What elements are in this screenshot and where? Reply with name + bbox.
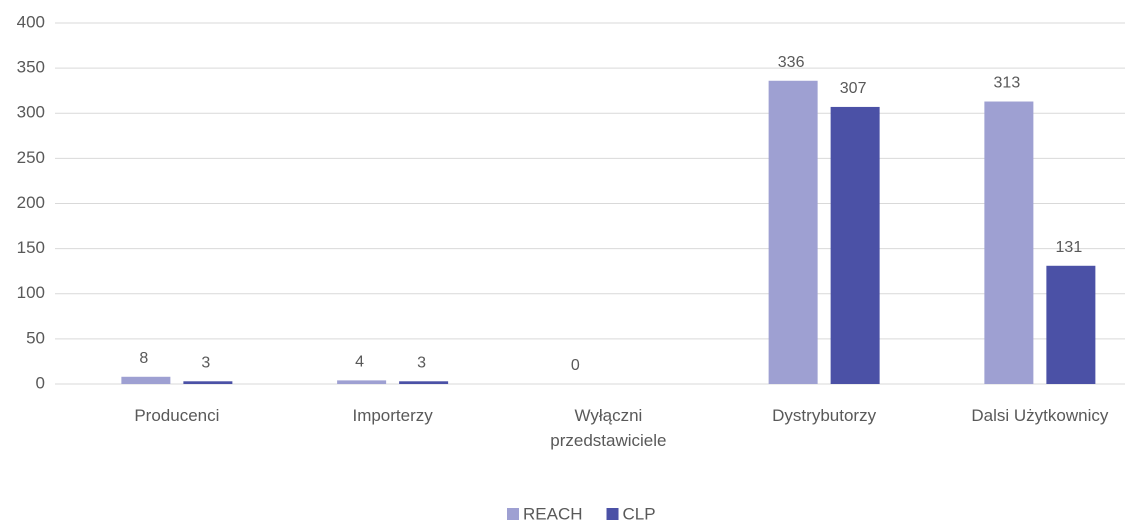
value-label: 8 [139,350,148,367]
legend-label: CLP [623,504,656,522]
y-tick-label: 400 [17,12,45,31]
y-tick-label: 250 [17,148,45,167]
value-label: 307 [840,80,867,97]
bar [830,106,880,385]
y-tick-label: 50 [26,328,45,347]
value-label: 336 [778,54,805,71]
bar [121,376,171,384]
x-tick-label: Importerzy [352,406,433,425]
legend-label: REACH [523,504,583,522]
y-tick-label: 100 [17,283,45,302]
value-label: 131 [1056,239,1083,256]
y-tick-label: 0 [36,373,45,392]
x-tick-label: Wyłączni przedstawiciele [550,406,667,450]
bar [183,381,233,384]
value-label: 0 [571,357,580,374]
x-tick-label: Producenci [134,406,220,425]
value-label: 3 [201,355,210,372]
x-tick-label: Dystrybutorzy [772,406,877,425]
y-tick-label: 150 [17,238,45,257]
y-tick-label: 300 [17,103,45,122]
bar [337,380,387,384]
bar [984,101,1034,384]
y-tick-label: 350 [17,58,45,77]
legend-swatch [606,508,619,520]
value-label: 3 [417,355,426,372]
bar [1046,265,1096,384]
bar [768,80,818,384]
x-tick-label: Dalsi Użytkownicy [971,406,1109,425]
bar [399,381,449,384]
y-tick-label: 200 [17,193,45,212]
value-label: 4 [355,354,364,371]
legend-swatch [507,508,519,520]
value-label: 313 [994,75,1021,92]
